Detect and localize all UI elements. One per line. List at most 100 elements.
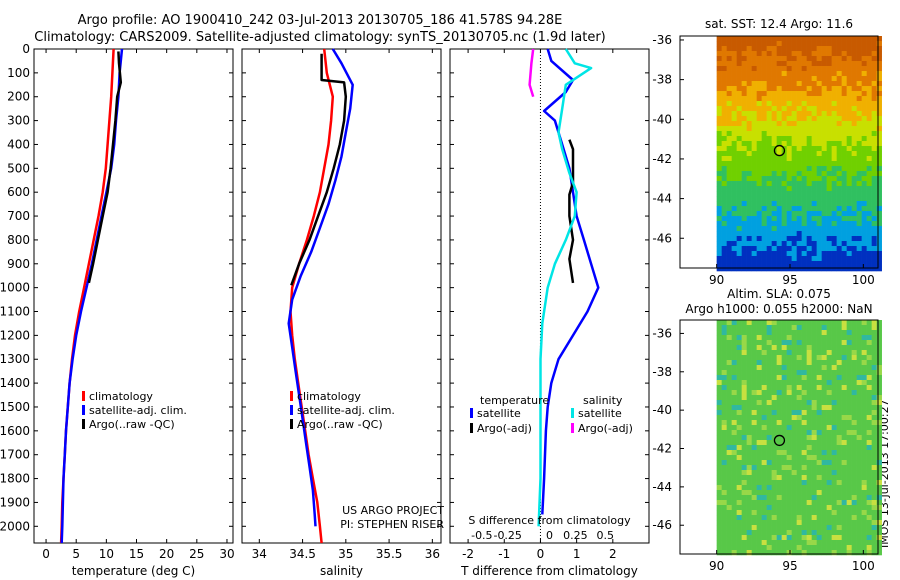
top-x-tick-label: -0.25 bbox=[493, 529, 521, 542]
legend-label: Argo(-adj) bbox=[477, 422, 532, 435]
y-tick-label: 2000 bbox=[0, 519, 30, 533]
map-4-frame bbox=[679, 319, 879, 555]
legend-swatch bbox=[82, 419, 85, 429]
x-tick-label: 95 bbox=[782, 273, 797, 287]
x-tick-label: 0 bbox=[537, 547, 545, 561]
top-x-tick-label: 0 bbox=[546, 529, 553, 542]
y-tick-label: 1500 bbox=[0, 400, 30, 414]
legend-swatch bbox=[571, 423, 574, 433]
legend-swatch bbox=[470, 423, 473, 433]
y-tick-label: 1000 bbox=[0, 281, 30, 295]
x-axis-label: temperature (deg C) bbox=[72, 564, 195, 578]
map-3-frame bbox=[679, 35, 879, 269]
series-line-argo-raw-qc- bbox=[87, 51, 123, 284]
top-x-tick-label: 0.5 bbox=[596, 529, 614, 542]
y-tick-label: 1900 bbox=[0, 495, 30, 509]
x-tick-label: 36 bbox=[425, 547, 440, 561]
x-axis-label: T difference from climatology bbox=[460, 564, 638, 578]
legend-label: Argo(..raw -QC) bbox=[297, 418, 383, 431]
series-line-argo-adj- bbox=[568, 139, 575, 284]
y-tick-label: 1400 bbox=[0, 376, 30, 390]
y-tick-label: 500 bbox=[7, 161, 30, 175]
x-tick-label: 100 bbox=[852, 273, 875, 287]
legend-label: Argo(-adj) bbox=[578, 422, 633, 435]
series-line-argo-raw-qc- bbox=[290, 53, 348, 286]
argo-location-marker bbox=[773, 144, 786, 157]
annotation-text: PI: STEPHEN RISER bbox=[340, 518, 444, 531]
x-tick-label: 1 bbox=[573, 547, 581, 561]
x-axis-label: salinity bbox=[320, 564, 363, 578]
x-tick-label: 95 bbox=[782, 559, 797, 573]
map-title: Altim. SLA: 0.075 bbox=[727, 287, 831, 301]
legend-swatch bbox=[82, 405, 85, 415]
y-tick-label: 100 bbox=[7, 66, 30, 80]
y-tick-label: 1300 bbox=[0, 352, 30, 366]
y-tick-label: 900 bbox=[7, 257, 30, 271]
series-line-satellite bbox=[537, 48, 593, 527]
legend-label: climatology bbox=[297, 390, 361, 403]
y-tick-label: 0 bbox=[22, 42, 30, 56]
y-tick-label: -36 bbox=[652, 33, 672, 47]
y-tick-label: -40 bbox=[652, 403, 672, 417]
map-3-field bbox=[716, 36, 882, 272]
panel-2-frame bbox=[449, 48, 650, 544]
x-tick-label: 35 bbox=[338, 547, 353, 561]
x-tick-label: 90 bbox=[709, 273, 724, 287]
map-title: Argo h1000: 0.055 h2000: NaN bbox=[685, 302, 872, 316]
top-x-axis-label: S difference from climatology bbox=[468, 514, 631, 527]
y-tick-label: -42 bbox=[652, 152, 672, 166]
y-tick-label: -36 bbox=[652, 326, 672, 340]
x-tick-label: 90 bbox=[709, 559, 724, 573]
x-tick-label: -2 bbox=[462, 547, 474, 561]
x-tick-label: 34.5 bbox=[289, 547, 316, 561]
panel-0-frame bbox=[33, 48, 234, 544]
y-tick-label: -42 bbox=[652, 442, 672, 456]
series-line-argo-adj- bbox=[528, 48, 535, 98]
y-tick-label: 600 bbox=[7, 185, 30, 199]
y-tick-label: -44 bbox=[652, 192, 672, 206]
map-title: sat. SST: 12.4 Argo: 11.6 bbox=[705, 17, 853, 31]
annotation-text: US ARGO PROJECT bbox=[342, 504, 444, 517]
legend-label: satellite-adj. clim. bbox=[297, 404, 395, 417]
map-4-field bbox=[716, 320, 882, 556]
legend-label: satellite-adj. clim. bbox=[89, 404, 187, 417]
legend-title: salinity bbox=[583, 394, 623, 407]
y-tick-label: 1600 bbox=[0, 424, 30, 438]
y-tick-label: -46 bbox=[652, 231, 672, 245]
x-tick-label: 25 bbox=[189, 547, 204, 561]
legend-swatch bbox=[571, 408, 574, 418]
top-x-tick-label: 0.25 bbox=[563, 529, 588, 542]
x-tick-label: -1 bbox=[498, 547, 510, 561]
y-tick-label: -46 bbox=[652, 518, 672, 532]
y-tick-label: 800 bbox=[7, 233, 30, 247]
chart-title-line1: Argo profile: AO 1900410_242 03-Jul-2013… bbox=[77, 13, 563, 28]
legend-label: satellite bbox=[477, 407, 521, 420]
x-tick-label: 10 bbox=[99, 547, 114, 561]
y-tick-label: 1100 bbox=[0, 305, 30, 319]
top-x-tick-label: -0.5 bbox=[471, 529, 492, 542]
y-tick-label: -38 bbox=[652, 365, 672, 379]
legend-swatch bbox=[290, 419, 293, 429]
legend-title: temperature bbox=[480, 394, 549, 407]
series-line-satellite bbox=[541, 48, 600, 515]
y-tick-label: 1200 bbox=[0, 328, 30, 342]
x-tick-label: 100 bbox=[852, 559, 875, 573]
y-tick-label: 1800 bbox=[0, 472, 30, 486]
y-tick-label: -40 bbox=[652, 112, 672, 126]
legend-label: climatology bbox=[89, 390, 153, 403]
legend-label: satellite bbox=[578, 407, 622, 420]
legend-label: Argo(..raw -QC) bbox=[89, 418, 175, 431]
legend-swatch bbox=[290, 391, 293, 401]
legend-swatch bbox=[470, 408, 473, 418]
x-tick-label: 15 bbox=[129, 547, 144, 561]
x-tick-label: 34 bbox=[252, 547, 267, 561]
legend-swatch bbox=[290, 405, 293, 415]
x-tick-label: 2 bbox=[609, 547, 617, 561]
y-tick-label: 300 bbox=[7, 114, 30, 128]
y-tick-label: 400 bbox=[7, 137, 30, 151]
y-tick-label: 200 bbox=[7, 90, 30, 104]
y-tick-label: -38 bbox=[652, 73, 672, 87]
x-tick-label: 5 bbox=[72, 547, 80, 561]
y-tick-label: 700 bbox=[7, 209, 30, 223]
